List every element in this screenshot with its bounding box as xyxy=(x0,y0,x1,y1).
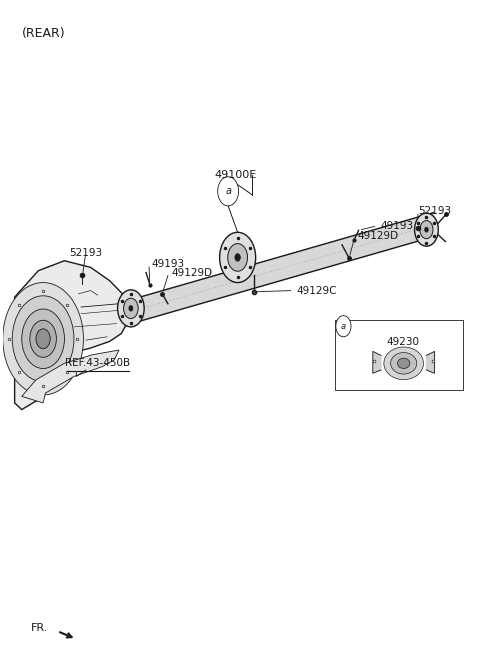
Circle shape xyxy=(12,295,74,382)
Polygon shape xyxy=(22,350,119,403)
Circle shape xyxy=(235,253,240,261)
Polygon shape xyxy=(426,352,434,374)
Text: 49230: 49230 xyxy=(386,337,419,347)
Circle shape xyxy=(420,221,433,239)
Circle shape xyxy=(219,232,256,283)
Text: 49193: 49193 xyxy=(380,221,413,231)
Circle shape xyxy=(415,213,438,246)
Text: 49129D: 49129D xyxy=(357,231,398,241)
Text: REF.43-450B: REF.43-450B xyxy=(65,358,130,368)
Ellipse shape xyxy=(397,358,410,368)
Circle shape xyxy=(228,243,248,271)
Circle shape xyxy=(3,283,84,395)
Text: a: a xyxy=(341,321,346,331)
Text: 49129D: 49129D xyxy=(171,267,212,277)
Text: 52193: 52193 xyxy=(418,206,451,216)
Text: 49100E: 49100E xyxy=(214,170,256,179)
Text: (REAR): (REAR) xyxy=(22,27,65,40)
Bar xyxy=(335,320,463,390)
Circle shape xyxy=(336,315,351,337)
Text: 49129C: 49129C xyxy=(296,285,336,295)
Text: a: a xyxy=(225,186,231,196)
Text: FR.: FR. xyxy=(31,623,48,633)
Text: 49193: 49193 xyxy=(151,259,184,269)
Circle shape xyxy=(36,329,50,349)
Circle shape xyxy=(129,305,133,311)
Circle shape xyxy=(218,177,239,206)
Text: 52193: 52193 xyxy=(69,248,102,258)
Circle shape xyxy=(118,290,144,327)
Ellipse shape xyxy=(384,347,423,380)
Ellipse shape xyxy=(391,353,417,374)
Circle shape xyxy=(30,320,56,358)
Polygon shape xyxy=(134,213,436,322)
Circle shape xyxy=(425,227,428,232)
Polygon shape xyxy=(14,261,129,410)
Circle shape xyxy=(22,309,64,369)
Circle shape xyxy=(123,298,138,319)
Polygon shape xyxy=(373,352,381,374)
